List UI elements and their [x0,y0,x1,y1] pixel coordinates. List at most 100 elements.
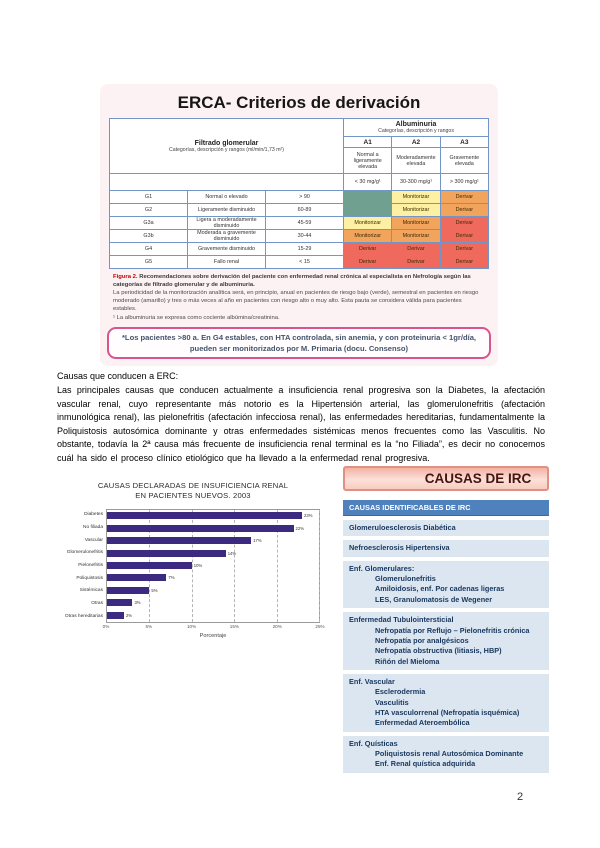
irc-section-item: Nefropatía por Reflujo – Pielonefritis c… [375,625,530,635]
derivation-panel: ERCA- Criterios de derivación Filtrado g… [100,84,498,366]
gfr-row-code: G1 [109,190,188,204]
gfr-header-title: Filtrado glomerular [194,139,259,147]
irc-section-2: Enf. Glomerulares: Glomerulonefritis Amilo… [343,560,549,609]
irc-section-item: Poliquistosis renal Autosómica Dominante [375,749,524,759]
albuminuria-desc-a1: Normal a ligeramente elevada [342,147,393,174]
irc-section-item: Riñón del Mieloma [375,656,440,666]
chart-x-axis-label: Porcentaje [199,632,227,639]
risk-cell-G3b-a2: Monitorizar [391,229,441,243]
chart-gridline [276,509,278,622]
gfr-row-G3b: G3b Moderada a gravemente disminuido 30-44… [109,229,490,243]
figure-caption-footnote: ¹ La albuminuria se expresa como cocient… [113,314,280,321]
chart-x-tick: 10% [186,623,197,629]
chart-bar-value: 2% [125,612,133,618]
irc-section-item: Nefropatía por analgésicos [375,635,469,645]
chart-gridline [319,509,320,622]
chart-bar-row: 22% [107,522,319,534]
renal-causes-chart: CAUSAS DECLARADAS DE INSUFICIENCIA RENAL… [60,481,326,639]
gfr-row-G4: G4 Gravemente disminuido 15-29 Derivar Deriv… [109,242,490,256]
gfr-row-G5: G5 Fallo renal < 15 Derivar Derivar Derivar [109,255,490,269]
irc-panel-header: CAUSAS IDENTIFICABLES DE IRC [343,500,549,516]
risk-cell-G3a-a3: Derivar [439,216,490,230]
risk-cell-G3a-a2: Monitorizar [391,216,441,230]
irc-section-item: Enf. Renal quística adquirida [375,759,476,769]
gfr-row-range: 60-89 [265,203,344,217]
irc-sections: Glomeruloesclerosis Diabética Nefroescler… [343,520,549,773]
albuminuria-range-a3: > 300 mg/g¹ [439,173,490,191]
gfr-row-code: G5 [109,255,188,269]
chart-bar-row: 17% [107,534,319,546]
risk-cell-G3a-a1: Monitorizar [342,216,393,230]
chart-bar-row: 5% [107,584,319,596]
albuminuria-range-a2: 30-300 mg/g¹ [391,173,441,191]
risk-cell-G4-a1: Derivar [342,242,393,256]
chart-category-label: Sistémicas [79,588,103,594]
albuminuria-code-a1: A1 [342,136,393,148]
chart-x-tick: 20% [272,623,282,629]
risk-cell-G5-a2: Derivar [391,255,441,269]
risk-cell-G1-a3: Derivar [439,190,490,204]
chart-category-label: Pielonefritis [78,563,103,569]
chart-bar [107,561,192,569]
chart-category-label: No filiada [83,525,103,530]
irc-section-item: Enfermedad Ateroembólica [375,718,470,728]
risk-cell-G2-a2: Monitorizar [391,203,441,217]
chart-bar-value: 10% [193,562,203,568]
chart-title: CAUSAS DECLARADAS DE INSUFICIENCIA RENAL… [97,481,289,501]
gfr-row-description: Ligeramente disminuido [187,203,266,217]
gfr-row-description: Fallo renal [187,255,266,269]
chart-gridline [234,509,236,622]
chart-bar [107,549,226,557]
irc-section-title: Enf. Vascular [349,676,395,686]
irc-section-0: Glomeruloesclerosis Diabética [343,520,549,537]
gfr-row-code: G2 [109,203,188,217]
chart-bar-value: 5% [151,587,158,593]
chart-category-label: Vascular [84,537,103,543]
chart-gridline [191,509,193,622]
chart-x-axis: 0% 5% 10% 15% 20% 25% [102,623,325,630]
irc-section-item: Nefropatía obstructiva (litiasis, HBP) [375,646,502,656]
chart-bar [107,574,167,582]
irc-section-title: Enfermedad Tubulointersticial [349,615,454,625]
chart-bars: 23% 22% 17% 14% 10% 7% 5% 3% 2% [107,510,319,622]
albuminuria-code-a3: A3 [439,136,490,148]
risk-cell-G1-a1 [342,190,393,204]
chart-x-tick: 15% [229,623,239,629]
irc-section-item: Glomerulonefritis [375,574,436,584]
risk-cell-G4-a2: Derivar [391,242,441,256]
albuminuria-range-a1: < 30 mg/g¹ [342,173,393,191]
body-paragraph: Las principales causas que conducen actu… [57,385,545,463]
irc-section-3: Enfermedad Tubulointersticial Nefropatía … [343,612,549,670]
derivation-title: ERCA- Criterios de derivación [177,93,421,112]
chart-bar-value: 14% [227,550,237,556]
body-text-block: Causas que conducen a ERC: Las principal… [57,371,545,465]
risk-cell-G3b-a3: Derivar [439,229,490,243]
gfr-row-range: 45-59 [265,216,344,230]
chart-bar [107,512,303,520]
irc-section-1: Nefroesclerosis Hipertensiva [343,540,549,557]
chart-category-label: Otras [91,601,103,607]
chart-bar-row: 3% [107,597,319,609]
chart-bar-row: 10% [107,559,319,571]
gfr-albuminuria-table: Filtrado glomerular Categorías, descripc… [109,118,490,269]
chart-bar [107,611,124,619]
albuminuria-header-cell: Albuminuria Categorías, descripción y ra… [343,118,489,137]
irc-section-item: LES, Granulomatosis de Wegener [375,594,493,604]
gfr-row-code: G3b [109,229,188,243]
chart-x-tick: 0% [102,623,110,629]
albuminuria-desc-a3: Gravemente elevada [439,147,490,174]
consensus-note-box: *Los pacientes >80 a. En G4 estables, co… [107,326,491,359]
chart-bar [107,599,133,607]
chart-bar [107,586,150,594]
chart-category-labels: Diabetes No filiada Vascular Glomerulonefri… [62,509,106,623]
gfr-units-spacer [109,173,344,191]
irc-section-item: Esclerodermia [375,687,426,697]
chart-bar-value: 22% [295,525,304,531]
albuminuria-header-subtitle: Categorías, descripción y rangos [378,128,454,134]
gfr-row-description: Ligera a moderadamente disminuido [187,216,266,230]
risk-cell-G5-a3: Derivar [439,255,490,269]
irc-section-title: Enf. Quísticas [349,738,398,748]
irc-section-item: Vasculitis [375,697,409,707]
gfr-row-range: 15-29 [265,242,344,256]
